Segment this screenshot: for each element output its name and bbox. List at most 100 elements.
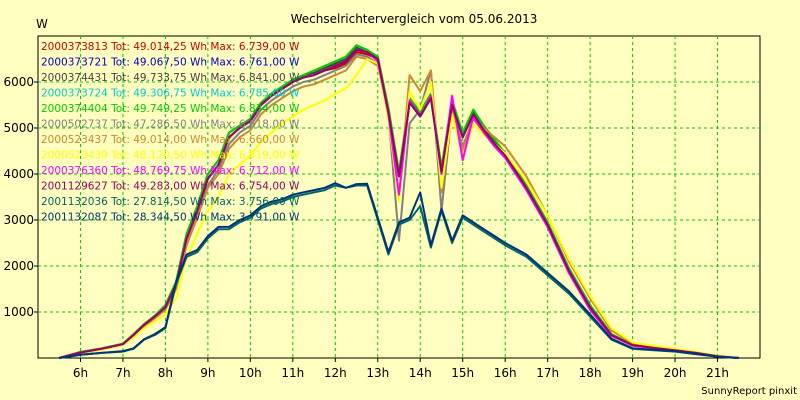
data-point-2000374404-21 bbox=[313, 69, 315, 72]
data-point-2001132087-49 bbox=[716, 356, 719, 358]
data-point-2000374404-37 bbox=[483, 125, 485, 127]
data-point-2000523439-34 bbox=[451, 113, 453, 115]
legend-entry-2001129627: 2001129627 Tot: 49.283,00 Wh Max: 6.754,… bbox=[41, 181, 300, 193]
data-point-2000502737-16 bbox=[260, 109, 262, 111]
data-point-2001129627-12 bbox=[217, 164, 220, 166]
data-point-2001132087-7 bbox=[164, 326, 166, 328]
data-point-2001132087-21 bbox=[313, 189, 315, 191]
data-point-2001129627-40 bbox=[525, 187, 528, 189]
data-point-2001132036-23 bbox=[334, 184, 336, 187]
data-point-2001132036-34 bbox=[451, 242, 453, 244]
data-point-2001129627-33 bbox=[440, 171, 443, 173]
legend-entry-2000374404: 2000374404 Tot: 49.749,25 Wh Max: 6.834,… bbox=[41, 103, 300, 115]
data-point-2001129627-38 bbox=[494, 143, 496, 145]
data-point-2000523439-46 bbox=[653, 345, 655, 347]
data-point-2000523439-6 bbox=[154, 320, 156, 322]
data-point-2000502737-12 bbox=[217, 168, 220, 170]
data-point-2000523439-11 bbox=[207, 210, 209, 212]
data-point-2000523437-25 bbox=[355, 56, 358, 58]
data-point-2001129627-41 bbox=[547, 224, 549, 226]
data-point-2001129627-26 bbox=[366, 51, 368, 53]
data-point-2001129627-2 bbox=[101, 348, 103, 350]
data-point-2001132036-41 bbox=[547, 274, 549, 276]
data-point-2000523439-30 bbox=[409, 90, 411, 92]
data-point-2000374404-36 bbox=[472, 109, 474, 111]
data-point-2000523437-44 bbox=[610, 329, 613, 331]
data-point-2001132087-38 bbox=[494, 235, 496, 237]
data-point-2000523437-18 bbox=[281, 97, 283, 99]
data-point-2001129627-13 bbox=[228, 136, 230, 138]
data-point-2001132036-13 bbox=[228, 228, 230, 230]
data-point-2000523439-7 bbox=[164, 313, 166, 315]
data-point-2001132087-45 bbox=[632, 347, 634, 349]
data-point-2000523437-38 bbox=[494, 136, 496, 138]
data-point-2000374404-9 bbox=[186, 233, 188, 235]
data-point-2000374404-26 bbox=[366, 49, 368, 51]
data-point-2001129627-34 bbox=[451, 104, 453, 106]
data-point-2001132087-36 bbox=[472, 221, 474, 223]
data-point-2001129627-43 bbox=[589, 306, 591, 308]
data-point-2000374404-23 bbox=[334, 60, 336, 62]
data-point-2001132087-18 bbox=[281, 198, 283, 200]
data-point-2001132087-41 bbox=[547, 272, 549, 274]
data-point-2000502737-30 bbox=[409, 122, 411, 124]
series-lines bbox=[58, 44, 740, 359]
data-point-2000374404-11 bbox=[207, 173, 209, 175]
data-point-2000523439-22 bbox=[324, 99, 326, 101]
data-point-2000502737-24 bbox=[345, 65, 347, 67]
data-point-2000523439-13 bbox=[228, 173, 230, 175]
data-point-2000502737-17 bbox=[271, 99, 273, 101]
data-point-2001132087-19 bbox=[292, 194, 294, 196]
data-point-2001132087-39 bbox=[504, 242, 506, 244]
data-point-2001132087-30 bbox=[409, 217, 411, 219]
data-point-2000374404-38 bbox=[494, 138, 496, 141]
data-point-2001132087-6 bbox=[154, 333, 156, 335]
data-point-2001132087-5 bbox=[143, 338, 145, 340]
data-point-2000374404-12 bbox=[217, 159, 220, 161]
data-point-2001132087-44 bbox=[610, 338, 613, 340]
y-tick-label: 3000 bbox=[3, 213, 34, 227]
y-axis: 1000 2000 3000 4000 5000 6000 bbox=[3, 75, 38, 319]
data-point-2001132036-32 bbox=[430, 247, 432, 249]
legend-entry-2001132036: 2001132036 Tot: 27.814,50 Wh Max: 3.756,… bbox=[41, 196, 300, 208]
data-point-2001132087-37 bbox=[483, 228, 485, 230]
data-point-2001132036-17 bbox=[271, 203, 273, 205]
x-tick-label: 15h bbox=[451, 366, 474, 380]
data-point-2000502737-26 bbox=[366, 56, 368, 58]
data-point-2001129627-31 bbox=[419, 115, 421, 118]
data-point-2001129627-1 bbox=[79, 351, 82, 354]
x-tick-label: 13h bbox=[366, 366, 389, 380]
data-point-2000523437-23 bbox=[334, 74, 336, 76]
data-point-2001129627-27 bbox=[377, 58, 379, 60]
x-axis: 6h 7h 8h 9h 10h 11h 12h 13h 14h 15h 16h 17h 18h 19h 20… bbox=[73, 358, 729, 380]
data-point-2000523439-23 bbox=[334, 92, 336, 95]
x-tick-label: 18h bbox=[579, 366, 602, 380]
data-point-2000374404-25 bbox=[355, 44, 358, 46]
x-tick-label: 20h bbox=[664, 366, 687, 380]
data-point-2001132036-18 bbox=[281, 201, 283, 203]
data-point-2001132087-35 bbox=[462, 214, 464, 216]
data-point-2001132087-33 bbox=[440, 207, 443, 210]
legend-entry-2000373813: 2000373813 Tot: 49.014,25 Wh Max: 6.739,… bbox=[41, 41, 300, 53]
data-point-2000502737-14 bbox=[239, 132, 241, 134]
data-point-2001129627-30 bbox=[409, 102, 411, 104]
data-point-2001132036-40 bbox=[525, 256, 528, 258]
data-point-2000523439-5 bbox=[143, 327, 145, 329]
data-point-2001129627-23 bbox=[334, 65, 336, 67]
data-point-2001132087-1 bbox=[79, 354, 82, 356]
data-point-2000374404-19 bbox=[292, 79, 294, 81]
data-point-2001129627-21 bbox=[313, 74, 315, 76]
data-point-2000523437-20 bbox=[302, 86, 304, 88]
legend-entry-2000373721: 2000373721 Tot: 49.067,50 Wh Max: 6.761,… bbox=[41, 57, 300, 69]
data-point-2000523439-40 bbox=[525, 180, 528, 182]
data-point-2000523439-24 bbox=[345, 88, 347, 90]
data-point-2000523439-39 bbox=[504, 152, 506, 154]
data-point-2000502737-29 bbox=[398, 240, 400, 242]
data-point-2000523437-7 bbox=[164, 309, 166, 311]
data-point-2001132087-50 bbox=[738, 357, 740, 359]
data-point-2001129627-20 bbox=[302, 76, 304, 78]
data-point-2000502737-15 bbox=[249, 125, 251, 127]
data-point-2001129627-16 bbox=[260, 104, 262, 106]
data-point-2001129627-37 bbox=[483, 129, 485, 131]
